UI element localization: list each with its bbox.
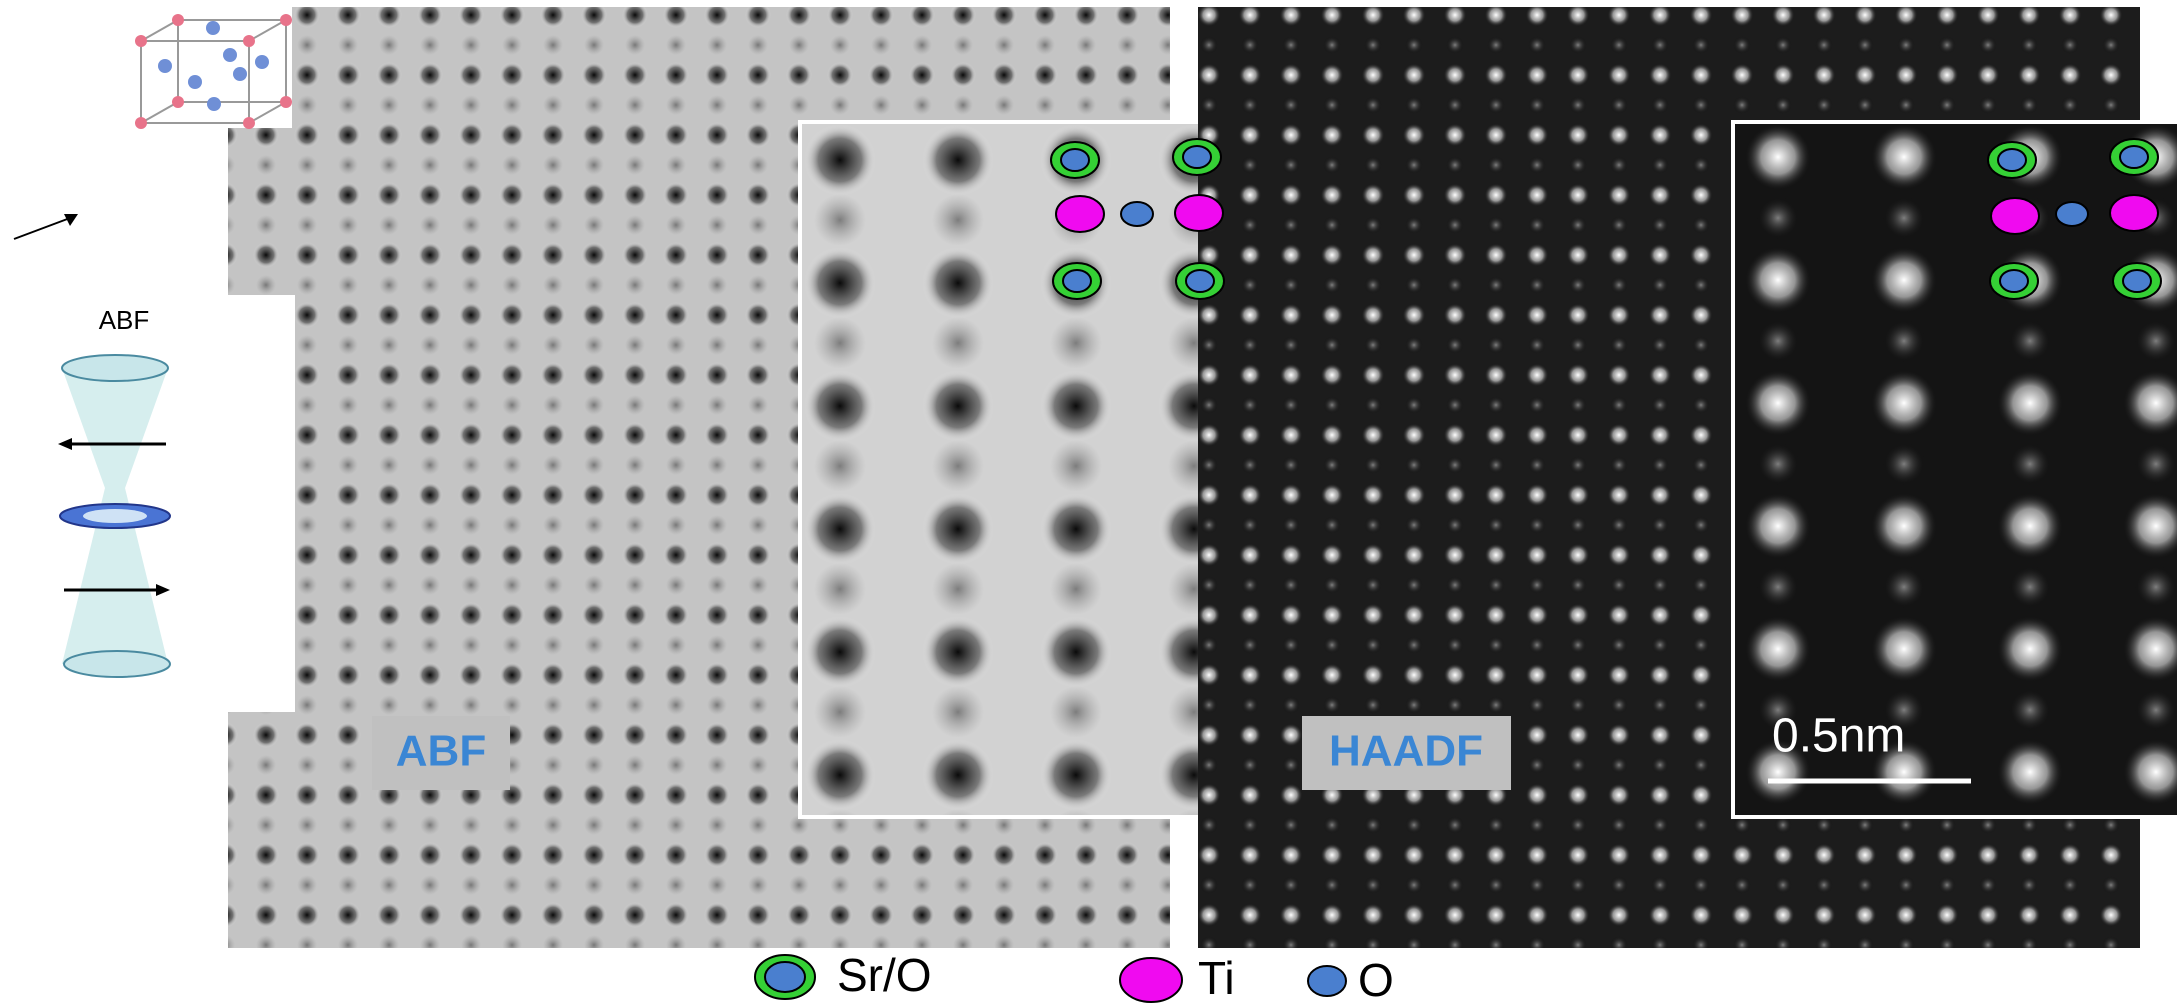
detector-schematic	[58, 355, 170, 677]
schematic-label: ABF	[99, 305, 150, 335]
haadf-label: HAADF	[1329, 727, 1483, 776]
legend-label: Sr/O	[837, 949, 932, 1001]
notch	[228, 295, 295, 712]
legend: Sr/O Ti O	[755, 949, 1394, 1004]
beam-arrow	[14, 218, 70, 239]
figure: ABF HAADF 0.5nm ABF Sr/O Ti O	[0, 0, 2179, 1004]
abf-label: ABF	[396, 727, 486, 776]
scale-bar-label: 0.5nm	[1772, 710, 1905, 763]
legend-label: O	[1358, 954, 1394, 1004]
legend-label: Ti	[1198, 952, 1235, 1004]
